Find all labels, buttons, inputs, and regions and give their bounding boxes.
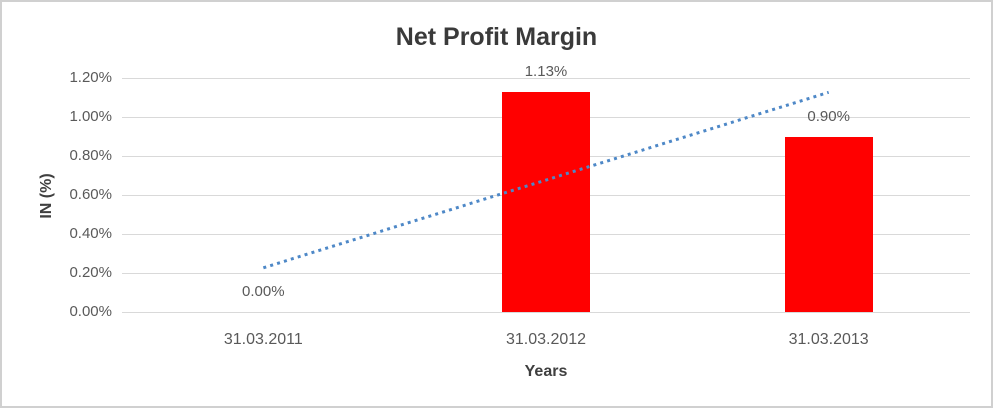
bar-data-label: 1.13% bbox=[524, 62, 568, 80]
x-tick-label: 31.03.2012 bbox=[505, 331, 587, 348]
y-tick-label: 0.80% bbox=[69, 147, 112, 164]
y-tick-label: 1.00% bbox=[69, 108, 112, 125]
y-axis-tick-labels: 0.00% 0.20% 0.40% 0.60% 0.80% 1.00% 1.20% bbox=[2, 69, 112, 320]
y-tick-label: 0.40% bbox=[69, 225, 112, 242]
x-axis-title: Years bbox=[524, 363, 568, 380]
chart-title: Net Profit Margin bbox=[395, 23, 598, 51]
x-axis-tick-labels: 31.03.2011 31.03.2012 31.03.2013 bbox=[122, 331, 970, 351]
y-tick-label: 0.20% bbox=[69, 264, 112, 281]
x-tick-label: 31.03.2011 bbox=[223, 331, 303, 348]
y-tick-label: 1.20% bbox=[69, 69, 112, 86]
bar-data-label: 0.00% bbox=[242, 283, 285, 300]
bar bbox=[784, 136, 873, 312]
y-tick-label: 0.60% bbox=[69, 186, 112, 203]
bar-data-label: 0.90% bbox=[807, 107, 850, 125]
trendline-svg bbox=[262, 90, 830, 270]
x-tick-label: 31.03.2013 bbox=[788, 331, 869, 348]
trendline bbox=[262, 90, 830, 270]
gridline bbox=[122, 311, 970, 313]
plot-area: 0.00% 1.13% 0.90% bbox=[122, 63, 970, 313]
gridline bbox=[122, 77, 970, 79]
y-tick-label: 0.00% bbox=[69, 303, 112, 320]
bar bbox=[502, 91, 590, 312]
